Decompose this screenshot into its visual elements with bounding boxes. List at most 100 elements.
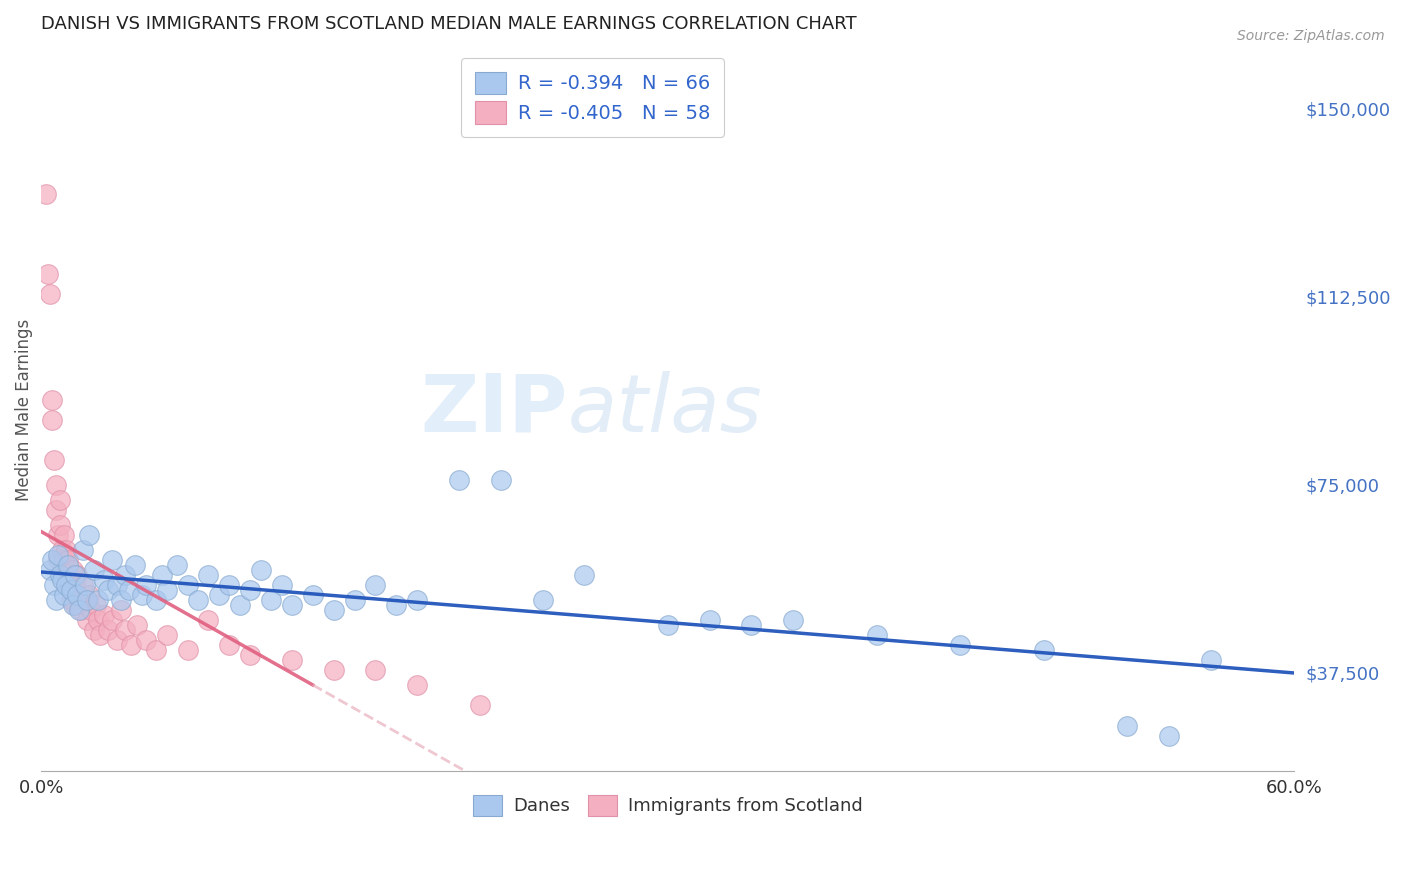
Point bbox=[156, 583, 179, 598]
Point bbox=[322, 664, 344, 678]
Point bbox=[135, 633, 157, 648]
Point bbox=[93, 573, 115, 587]
Point bbox=[59, 573, 82, 587]
Point bbox=[51, 543, 73, 558]
Point bbox=[489, 473, 512, 487]
Point bbox=[75, 578, 97, 592]
Point bbox=[176, 643, 198, 657]
Point bbox=[301, 588, 323, 602]
Point bbox=[270, 578, 292, 592]
Point bbox=[364, 664, 387, 678]
Point bbox=[101, 553, 124, 567]
Point bbox=[208, 588, 231, 602]
Point bbox=[66, 588, 89, 602]
Point bbox=[152, 568, 174, 582]
Point bbox=[97, 624, 120, 638]
Point bbox=[53, 528, 76, 542]
Point bbox=[782, 613, 804, 627]
Point bbox=[76, 593, 98, 607]
Point bbox=[62, 583, 84, 598]
Point bbox=[1032, 643, 1054, 657]
Point bbox=[58, 578, 80, 592]
Point bbox=[124, 558, 146, 572]
Point bbox=[55, 543, 77, 558]
Point bbox=[58, 553, 80, 567]
Point bbox=[131, 588, 153, 602]
Point bbox=[110, 593, 132, 607]
Point bbox=[1157, 729, 1180, 743]
Point bbox=[1116, 718, 1139, 732]
Point bbox=[166, 558, 188, 572]
Point bbox=[105, 633, 128, 648]
Point bbox=[93, 608, 115, 623]
Point bbox=[63, 598, 86, 612]
Point bbox=[51, 573, 73, 587]
Point bbox=[55, 568, 77, 582]
Point bbox=[70, 603, 93, 617]
Point bbox=[83, 624, 105, 638]
Point bbox=[87, 593, 110, 607]
Point bbox=[51, 563, 73, 577]
Point bbox=[120, 638, 142, 652]
Point bbox=[127, 618, 149, 632]
Point bbox=[46, 553, 69, 567]
Point bbox=[41, 392, 63, 407]
Point bbox=[249, 563, 271, 577]
Point bbox=[38, 563, 60, 577]
Point bbox=[63, 578, 86, 592]
Point bbox=[229, 598, 252, 612]
Point bbox=[75, 593, 97, 607]
Point bbox=[447, 473, 470, 487]
Point bbox=[97, 583, 120, 598]
Point bbox=[110, 603, 132, 617]
Point bbox=[87, 613, 110, 627]
Point bbox=[49, 492, 72, 507]
Point bbox=[67, 603, 90, 617]
Point bbox=[239, 583, 262, 598]
Point bbox=[45, 593, 67, 607]
Point bbox=[45, 503, 67, 517]
Legend: Danes, Immigrants from Scotland: Danes, Immigrants from Scotland bbox=[463, 784, 873, 827]
Point bbox=[343, 593, 366, 607]
Point bbox=[145, 643, 167, 657]
Point bbox=[156, 628, 179, 642]
Point bbox=[135, 578, 157, 592]
Point bbox=[79, 588, 101, 602]
Point bbox=[406, 593, 429, 607]
Point bbox=[59, 583, 82, 598]
Point bbox=[42, 452, 65, 467]
Point bbox=[322, 603, 344, 617]
Point bbox=[364, 578, 387, 592]
Text: atlas: atlas bbox=[568, 370, 762, 449]
Point bbox=[53, 553, 76, 567]
Point bbox=[114, 624, 136, 638]
Point bbox=[218, 578, 240, 592]
Y-axis label: Median Male Earnings: Median Male Earnings bbox=[15, 318, 32, 500]
Point bbox=[58, 558, 80, 572]
Point bbox=[42, 578, 65, 592]
Point bbox=[176, 578, 198, 592]
Point bbox=[385, 598, 408, 612]
Point bbox=[59, 593, 82, 607]
Text: Source: ZipAtlas.com: Source: ZipAtlas.com bbox=[1237, 29, 1385, 43]
Point bbox=[46, 548, 69, 562]
Point bbox=[105, 578, 128, 592]
Point bbox=[145, 593, 167, 607]
Point bbox=[89, 628, 111, 642]
Point bbox=[34, 186, 56, 201]
Point bbox=[866, 628, 889, 642]
Point bbox=[66, 568, 89, 582]
Point bbox=[699, 613, 721, 627]
Point bbox=[574, 568, 596, 582]
Point bbox=[49, 517, 72, 532]
Point bbox=[76, 613, 98, 627]
Point bbox=[740, 618, 762, 632]
Point bbox=[45, 478, 67, 492]
Point bbox=[949, 638, 972, 652]
Point bbox=[53, 588, 76, 602]
Point bbox=[657, 618, 679, 632]
Point bbox=[101, 613, 124, 627]
Point bbox=[63, 568, 86, 582]
Point bbox=[72, 543, 94, 558]
Point bbox=[187, 593, 209, 607]
